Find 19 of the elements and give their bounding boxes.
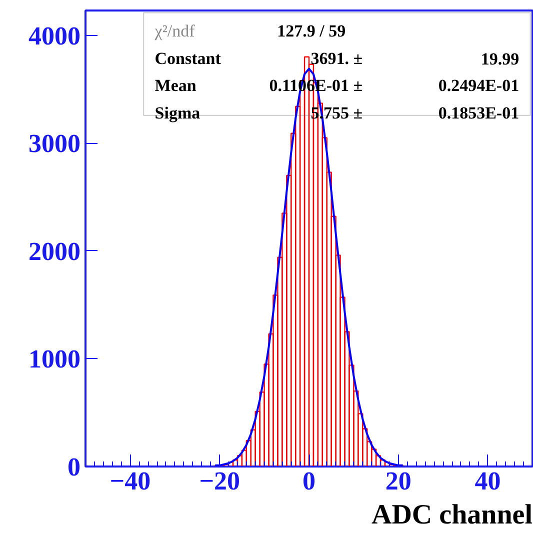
x-tick-label: −40 <box>110 466 151 496</box>
y-tick-label: 4000 <box>28 21 80 50</box>
x-tick-label: 40 <box>474 466 501 496</box>
annotation: 0.2494E-01 <box>438 76 520 96</box>
x-axis-title: ADC channel <box>371 500 533 530</box>
y-tick-label: 2000 <box>28 236 80 266</box>
y-tick-label: 3000 <box>28 129 80 158</box>
annotation: Constant <box>154 48 222 68</box>
x-tick-label: 20 <box>385 466 412 496</box>
x-tick-label: −20 <box>199 466 240 496</box>
annotation: 0.1853E-01 <box>438 104 520 123</box>
annotation: χ²/ndf <box>154 22 196 41</box>
y-tick-label: 1000 <box>28 344 80 374</box>
x-tick-label: 0 <box>302 466 316 496</box>
annotation: Sigma <box>154 104 201 123</box>
annotation: 3691. ± <box>310 48 363 68</box>
annotation: 19.99 <box>480 49 520 68</box>
annotation: Mean <box>154 76 197 96</box>
annotation: 127.9 / 59 <box>277 22 346 41</box>
